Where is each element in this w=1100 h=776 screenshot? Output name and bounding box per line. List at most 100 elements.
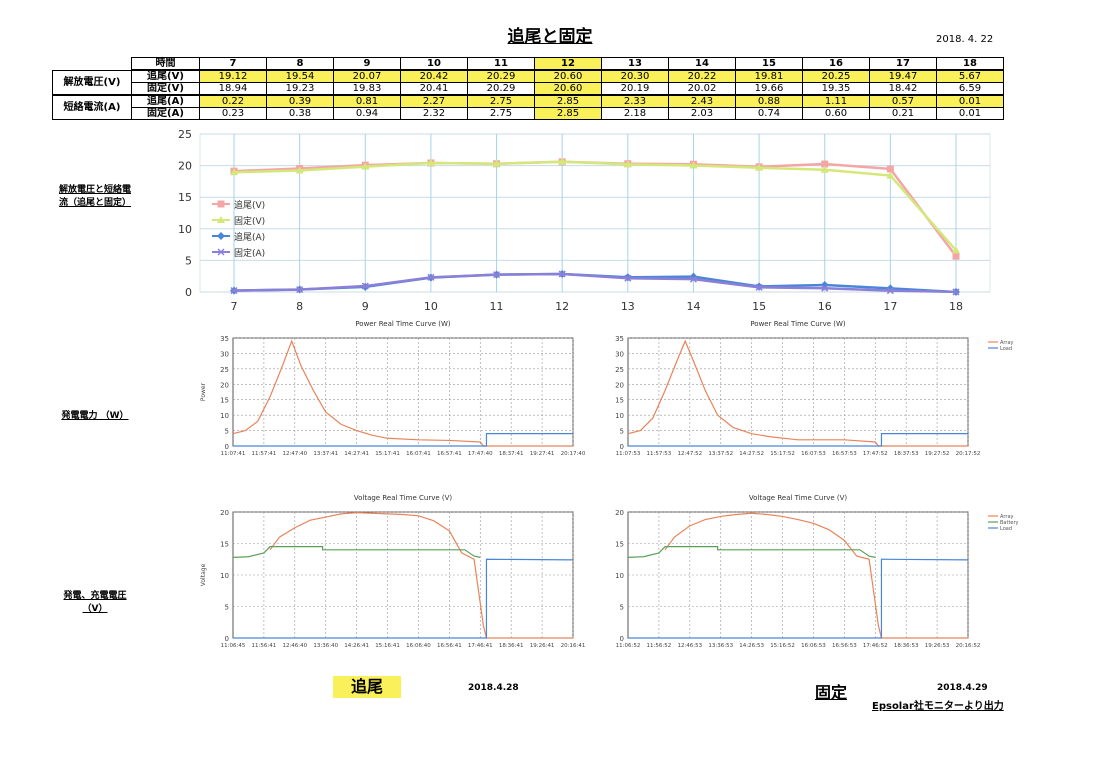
table-cell: 20.60 — [534, 82, 602, 96]
table-cell: 0.23 — [199, 107, 267, 120]
table-cell: 2.85 — [534, 107, 602, 120]
y-tick-label: 0 — [225, 635, 229, 643]
y-tick-label: 30 — [220, 350, 229, 358]
row-label: 追尾(V) — [131, 69, 200, 83]
x-tick-label: 12:47:40 — [282, 451, 307, 457]
y-tick-label: 15 — [220, 541, 229, 549]
series-line — [269, 512, 573, 639]
table-cell: 20.19 — [601, 82, 669, 96]
data-point — [558, 270, 566, 278]
table-cell: 18.42 — [869, 82, 937, 96]
y-axis-label: Power — [200, 382, 207, 401]
y-tick-label: 0 — [620, 443, 624, 451]
y-tick-label: 15 — [615, 397, 624, 405]
main-chart-side-label: 解放電圧と短絡電 流（追尾と固定） — [58, 185, 131, 208]
data-point — [755, 283, 763, 291]
data-point — [296, 286, 304, 294]
data-point — [217, 216, 225, 223]
series-line — [627, 339, 968, 447]
y-tick-label: 30 — [615, 350, 624, 358]
table-cell: 19.23 — [266, 82, 334, 96]
hour-cell: 10 — [400, 57, 468, 71]
x-tick-label: 16:57:41 — [437, 451, 462, 457]
legend-label: Array — [1000, 340, 1014, 346]
data-point — [821, 160, 829, 168]
table-cell: 20.60 — [534, 69, 602, 83]
data-point — [361, 162, 370, 170]
data-point — [217, 248, 225, 256]
table-row: 解放電圧(V) 追尾(V) 19.12 19.54 20.07 20.42 20… — [52, 69, 1004, 96]
table-cell: 0.38 — [266, 107, 334, 120]
x-tick-label: 13 — [621, 300, 635, 313]
x-tick-label: 15:17:52 — [770, 451, 795, 457]
hour-cell: 17 — [869, 57, 937, 71]
x-tick-label: 17 — [883, 300, 897, 313]
voltage-side-label: 発電、充電電圧 （V） — [63, 591, 127, 614]
y-tick-label: 5 — [620, 428, 624, 436]
table-row: 固定(A) 0.23 0.38 0.94 2.32 2.75 2.85 2.18… — [53, 107, 1004, 120]
series-line — [233, 558, 574, 639]
table-cell: 19.54 — [266, 69, 334, 83]
table-cell: 2.75 — [467, 94, 535, 108]
legend-label: Load — [1000, 526, 1012, 532]
x-tick-label: 18:37:53 — [894, 451, 919, 457]
power-side-label: 発電電力 （W） — [61, 411, 129, 421]
x-tick-label: 8 — [296, 300, 303, 313]
voltage-chart-tracking: Voltage Real Time Curve (V) 0 5 10 15 20 11:06… — [200, 494, 585, 649]
table-cell: 0.22 — [199, 94, 267, 108]
series-line — [664, 512, 968, 639]
chart-title: Power Real Time Curve (W) — [355, 320, 451, 328]
table-cell: 2.75 — [467, 107, 535, 120]
data-point — [952, 252, 960, 260]
table-cell: 2.43 — [668, 94, 736, 108]
x-tick-label: 11:56:52 — [647, 643, 672, 649]
power-chart-tracking: Power Real Time Curve (W) 0 5 10 15 20 25 30 35 1… — [200, 320, 585, 457]
y-tick-label: 5 — [225, 428, 229, 436]
x-tick-label: 18:36:41 — [499, 643, 524, 649]
data-point — [821, 284, 829, 292]
table-header-row: 時間 7 8 9 10 11 12 13 14 15 16 17 18 — [53, 57, 1004, 71]
x-tick-label: 19:27:41 — [530, 451, 555, 457]
table-cell: 0.88 — [735, 94, 803, 108]
x-tick-label: 18:37:41 — [499, 451, 524, 457]
x-tick-label: 11:07:41 — [221, 451, 246, 457]
y-tick-label: 20 — [615, 381, 624, 389]
legend-label: 固定(V) — [234, 215, 265, 227]
tracking-date: 2018.4.28 — [468, 683, 519, 693]
data-point — [755, 163, 764, 171]
data-point — [623, 160, 632, 168]
x-tick-label: 13:37:41 — [313, 451, 338, 457]
x-tick-label: 17:46:52 — [863, 643, 888, 649]
y-tick-label: 20 — [220, 381, 229, 389]
table-cell: 18.94 — [199, 82, 267, 96]
table-cell: 20.29 — [467, 82, 535, 96]
table-cell: 0.81 — [333, 94, 401, 108]
y-tick-label: 15 — [178, 191, 192, 204]
table-cell: 20.29 — [467, 69, 535, 83]
legend-label: Array — [1000, 514, 1014, 520]
hours-header: 時間 — [131, 57, 200, 71]
legend-label: 固定(A) — [234, 247, 265, 259]
data-point — [230, 287, 238, 295]
x-tick-label: 17:47:40 — [468, 451, 493, 457]
x-tick-label: 15:16:41 — [375, 643, 400, 649]
x-tick-label: 20:17:52 — [956, 451, 981, 457]
series-line — [628, 558, 969, 639]
y-tick-label: 20 — [615, 509, 624, 517]
legend-label: Load — [1000, 346, 1012, 352]
y-tick-label: 5 — [620, 604, 624, 612]
hour-cell: 18 — [936, 57, 1004, 71]
data-point — [558, 157, 567, 165]
table-cell: 20.41 — [400, 82, 468, 96]
x-tick-label: 11 — [490, 300, 504, 313]
x-tick-label: 13:36:40 — [313, 643, 338, 649]
x-tick-label: 14:27:52 — [739, 451, 764, 457]
y-tick-label: 0 — [185, 286, 192, 299]
table-cell: 19.12 — [199, 69, 267, 83]
report-date: 2018. 4. 22 — [936, 34, 994, 45]
table-cell: 19.66 — [735, 82, 803, 96]
chart-title: Power Real Time Curve (W) — [750, 320, 846, 328]
legend-label: Battery — [1000, 520, 1019, 526]
y-tick-label: 0 — [620, 635, 624, 643]
x-tick-label: 15:16:52 — [770, 643, 795, 649]
